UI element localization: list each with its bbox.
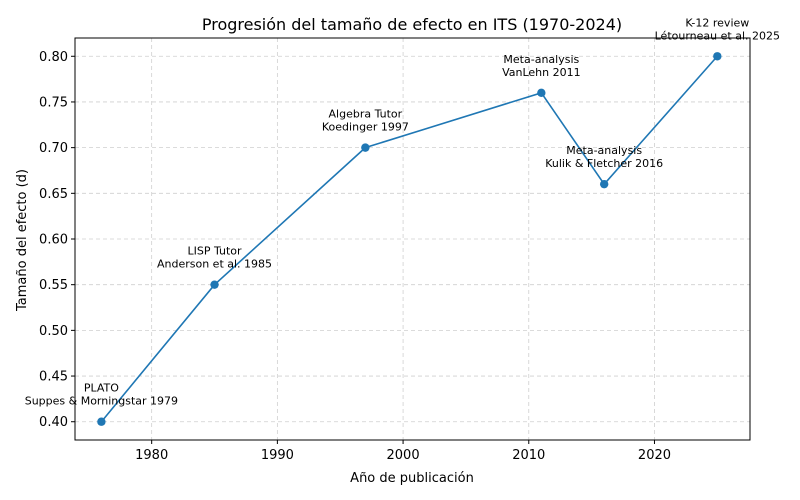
y-tick-label: 0.75 bbox=[39, 95, 68, 110]
y-tick-label: 0.65 bbox=[39, 187, 68, 202]
annotation-line2: Koedinger 1997 bbox=[322, 121, 409, 134]
annotation-line2: Kulik & Fletcher 2016 bbox=[545, 157, 663, 170]
annotation-line1: Meta-analysis bbox=[566, 144, 642, 157]
y-tick-label: 0.60 bbox=[39, 233, 68, 248]
grid bbox=[75, 38, 750, 440]
annotation-line1: PLATO bbox=[84, 382, 119, 395]
y-tick-label: 0.80 bbox=[39, 50, 68, 65]
data-point bbox=[210, 280, 219, 289]
annotation-line1: K-12 review bbox=[685, 16, 749, 29]
annotation-line1: Meta-analysis bbox=[503, 53, 579, 66]
x-tick-label: 2020 bbox=[638, 448, 671, 463]
data-point bbox=[361, 143, 370, 152]
series-path bbox=[100, 55, 718, 423]
x-tick-label: 1990 bbox=[261, 448, 294, 463]
annotation-line1: LISP Tutor bbox=[187, 245, 242, 258]
y-tick-label: 0.45 bbox=[39, 370, 68, 385]
annotation-line2: VanLehn 2011 bbox=[502, 66, 581, 79]
data-point bbox=[713, 52, 722, 61]
annotation-line1: Algebra Tutor bbox=[329, 108, 403, 121]
annotation-line2: Létourneau et al. 2025 bbox=[655, 29, 780, 42]
y-tick-label: 0.40 bbox=[39, 415, 68, 430]
series-line bbox=[97, 52, 722, 426]
y-tick-label: 0.70 bbox=[39, 141, 68, 156]
axes: 1980 1990 2000 2010 2020 0.40 0.45 0.50 0.55 0.60… bbox=[39, 37, 751, 463]
x-axis-label: Año de publicación bbox=[350, 471, 474, 486]
data-point bbox=[599, 179, 609, 189]
annotation-line2: Suppes & Morningstar 1979 bbox=[25, 395, 178, 408]
x-tick-label: 2000 bbox=[387, 448, 420, 463]
y-axis-label: Tamaño del efecto (d) bbox=[15, 169, 30, 312]
y-tick-label: 0.55 bbox=[39, 278, 68, 293]
annotation-line2: Anderson et al. 1985 bbox=[157, 258, 272, 271]
x-tick-label: 2010 bbox=[512, 448, 545, 463]
data-point bbox=[537, 88, 546, 98]
y-tick-label: 0.50 bbox=[39, 324, 68, 339]
data-point bbox=[97, 417, 106, 426]
x-tick-label: 1980 bbox=[135, 448, 168, 463]
chart-title: Progresión del tamaño de efecto en ITS (… bbox=[202, 15, 622, 34]
